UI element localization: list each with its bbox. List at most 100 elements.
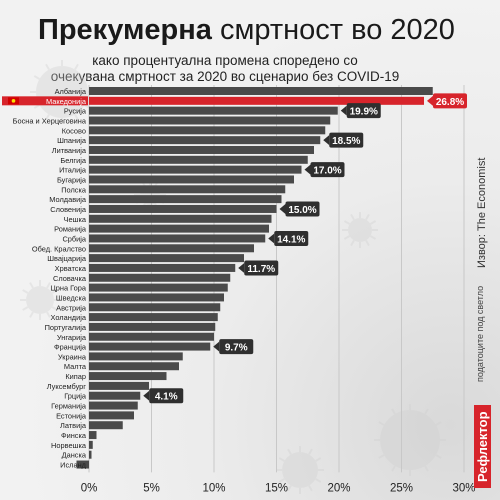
x-tick-label: 10%	[202, 482, 225, 494]
bar	[89, 145, 314, 154]
category-label: Бугарија	[57, 175, 87, 184]
bar	[89, 313, 218, 322]
category-label: Шведска	[56, 293, 87, 302]
category-label: Молдавија	[49, 195, 87, 204]
category-label: Хрватска	[55, 264, 87, 273]
category-label: Грција	[64, 392, 87, 401]
bar	[89, 362, 179, 371]
bar	[89, 136, 321, 145]
source-label: Извор: The Economist	[476, 157, 488, 268]
category-label: Русија	[64, 107, 87, 116]
value-label-pointer	[143, 390, 150, 401]
bar	[89, 234, 266, 243]
category-label: Чешка	[64, 215, 87, 224]
category-label: Франција	[54, 343, 87, 352]
bar	[89, 283, 228, 292]
value-label-box	[346, 103, 381, 119]
value-label-box	[219, 339, 254, 355]
category-label: Луксембург	[47, 382, 87, 391]
subtitle: како процентуална промена споредено со о…	[30, 53, 420, 85]
category-label: Австрија	[56, 303, 87, 312]
bar	[89, 116, 331, 125]
value-label-pointer	[323, 135, 330, 146]
data-label: 11.7%	[247, 264, 275, 275]
value-label-pointer	[268, 233, 275, 244]
value-label-pointer	[304, 164, 311, 175]
category-label: Црна Гора	[50, 284, 87, 293]
bar	[89, 214, 272, 223]
category-label: Обед. Кралство	[32, 244, 86, 253]
value-label-box	[329, 132, 364, 148]
highlight-row-bg	[2, 96, 88, 106]
bar	[89, 263, 236, 272]
category-label: Словенија	[50, 205, 87, 214]
bar	[89, 87, 433, 95]
flag-sun	[11, 99, 16, 103]
bar	[89, 440, 93, 449]
x-tick-label: 5%	[143, 482, 160, 494]
bar	[89, 303, 221, 312]
category-label: Латвија	[60, 421, 87, 430]
value-label-box	[285, 201, 320, 217]
x-tick-label: 30%	[452, 482, 475, 494]
bar	[89, 106, 338, 115]
bar	[89, 332, 214, 341]
bar	[89, 126, 326, 135]
bar	[89, 175, 294, 184]
category-label: Финска	[61, 431, 87, 440]
brand-tagline: податоците под светло	[475, 285, 485, 382]
bar	[89, 372, 167, 381]
category-label: Босна и Херцеговина	[13, 116, 87, 125]
subtitle-line-2: очекувана смртност за 2020 во сценарио б…	[50, 69, 400, 84]
bar	[89, 185, 286, 194]
value-label-box	[310, 162, 345, 178]
category-label: Литванија	[52, 146, 87, 155]
bar	[89, 195, 282, 204]
bar	[76, 460, 89, 469]
value-label-pointer	[340, 105, 347, 116]
brand-logo: Рефлектор	[474, 405, 491, 488]
value-label-box	[244, 260, 279, 276]
bar	[89, 322, 216, 331]
category-label: Норвешка	[51, 441, 87, 450]
bar	[89, 450, 92, 459]
bar	[89, 224, 269, 233]
data-label: 4.1%	[155, 392, 178, 403]
category-label: Португалија	[45, 323, 87, 332]
category-label: Италија	[59, 166, 87, 175]
virus-icon	[342, 212, 378, 248]
value-label-pointer	[279, 203, 286, 214]
bar	[89, 293, 224, 302]
category-label: Унгарија	[57, 333, 87, 342]
value-label-pointer	[213, 341, 220, 352]
bar	[89, 381, 149, 390]
category-label: Холандија	[51, 313, 87, 322]
bar	[89, 421, 123, 430]
category-label: Швајцарија	[47, 254, 87, 263]
bar	[89, 204, 277, 213]
category-label: Србија	[62, 234, 86, 243]
data-label: 18.5%	[332, 136, 360, 147]
category-label: Исланд	[60, 461, 87, 470]
bar	[89, 431, 97, 440]
bar	[89, 155, 308, 164]
value-label-pointer	[427, 95, 433, 106]
data-label: 17.0%	[313, 166, 341, 177]
category-label: Белгија	[60, 156, 86, 165]
data-label: 14.1%	[277, 234, 305, 245]
bar	[89, 244, 254, 253]
category-label: Германија	[51, 402, 87, 411]
title-bold: Прекумерна	[38, 14, 212, 46]
x-tick-label: 0%	[81, 482, 98, 494]
bar	[89, 273, 231, 282]
data-label: 9.7%	[225, 343, 248, 354]
bar	[89, 411, 134, 420]
bar	[89, 401, 138, 410]
bar	[89, 391, 141, 400]
data-label: 26.8%	[436, 97, 464, 108]
value-label-pointer	[238, 262, 245, 273]
category-label: Малта	[64, 362, 87, 371]
value-label-box	[149, 388, 184, 404]
category-label: Естонија	[56, 411, 87, 420]
